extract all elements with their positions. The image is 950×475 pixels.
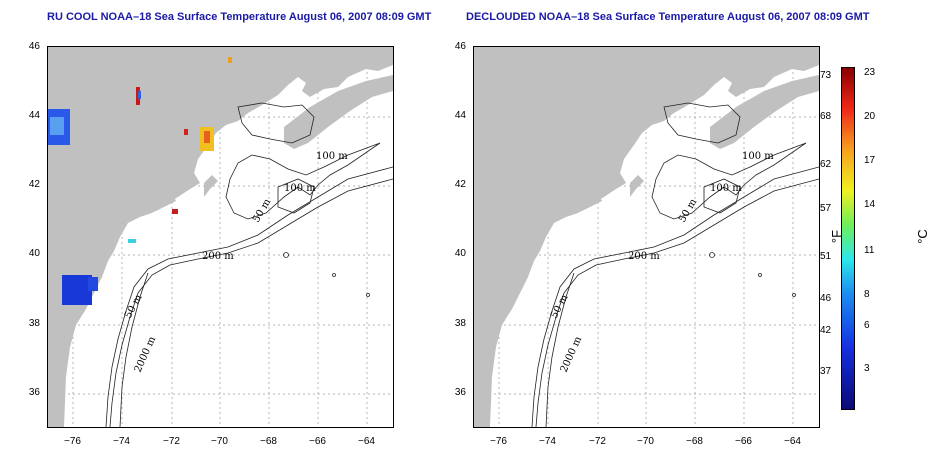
fahrenheit-tick: 73 xyxy=(820,70,832,81)
land-mass xyxy=(474,47,819,427)
y-tick-label: 42 xyxy=(28,179,40,190)
y-tick-label: 36 xyxy=(454,387,466,398)
sst-pixels xyxy=(48,57,232,305)
long-island xyxy=(550,197,602,219)
x-tick-label: −76 xyxy=(490,436,507,447)
bathymetry-contours xyxy=(531,102,819,427)
land-mass xyxy=(48,47,393,427)
celsius-tick: 8 xyxy=(864,289,870,300)
x-tick-label: −70 xyxy=(637,436,654,447)
y-tick-label: 46 xyxy=(454,41,466,52)
contour-label: 50 m xyxy=(251,197,273,225)
contour-label: 50 m xyxy=(677,197,699,225)
contour-label: 2000 m xyxy=(559,334,585,374)
celsius-tick: 11 xyxy=(864,245,875,256)
long-island xyxy=(124,197,176,219)
y-tick-label: 38 xyxy=(28,318,40,329)
contour-label: 100 m xyxy=(710,183,742,194)
left-panel-title: RU COOL NOAA–18 Sea Surface Temperature … xyxy=(47,11,432,23)
fahrenheit-tick: 57 xyxy=(820,203,832,214)
fahrenheit-tick: 51 xyxy=(820,251,832,262)
x-tick-label: −74 xyxy=(113,436,130,447)
temperature-colorbar xyxy=(841,67,855,410)
y-tick-label: 38 xyxy=(454,318,466,329)
celsius-tick: 23 xyxy=(864,67,876,78)
contour-label: 2000 m xyxy=(133,334,159,374)
y-tick-label: 40 xyxy=(454,248,466,259)
celsius-tick: 14 xyxy=(864,199,876,210)
contour-label: 50 m xyxy=(549,292,571,320)
y-tick-label: 36 xyxy=(28,387,40,398)
y-tick-label: 44 xyxy=(28,110,40,121)
x-tick-label: −64 xyxy=(358,436,375,447)
bathymetry-contours xyxy=(105,102,393,427)
contour-label: 100 m xyxy=(316,151,348,162)
contour-label: 100 m xyxy=(742,151,774,162)
left-map-svg: 100 m 100 m 50 m 200 m 50 m 2000 m xyxy=(48,47,393,427)
celsius-tick: 20 xyxy=(864,111,876,122)
fahrenheit-tick: 42 xyxy=(820,325,832,336)
x-tick-label: −74 xyxy=(539,436,556,447)
contour-label: 200 m xyxy=(628,251,660,262)
fahrenheit-tick: 46 xyxy=(820,293,832,304)
cape-cod xyxy=(630,175,644,197)
x-tick-label: −70 xyxy=(211,436,228,447)
fahrenheit-tick: 37 xyxy=(820,366,832,377)
celsius-unit-label: °C xyxy=(914,229,930,244)
celsius-tick: 3 xyxy=(864,363,870,374)
cape-cod xyxy=(204,175,218,197)
contour-label: 200 m xyxy=(202,251,234,262)
contour-label: 50 m xyxy=(123,292,145,320)
x-tick-label: −66 xyxy=(309,436,326,447)
x-tick-label: −68 xyxy=(686,436,703,447)
y-tick-label: 40 xyxy=(28,248,40,259)
contour-label: 100 m xyxy=(284,183,316,194)
fahrenheit-unit-label: °F xyxy=(829,229,845,244)
right-panel-title: DECLOUDED NOAA–18 Sea Surface Temperatur… xyxy=(466,11,870,23)
fahrenheit-tick: 62 xyxy=(820,159,832,170)
y-tick-label: 44 xyxy=(454,110,466,121)
fahrenheit-tick: 68 xyxy=(820,111,832,122)
y-tick-label: 46 xyxy=(28,41,40,52)
x-tick-label: −66 xyxy=(735,436,752,447)
right-map: 100 m 100 m 50 m 200 m 50 m 2000 m xyxy=(473,46,820,428)
y-tick-label: 42 xyxy=(454,179,466,190)
x-tick-label: −68 xyxy=(260,436,277,447)
celsius-tick: 17 xyxy=(864,155,876,166)
celsius-tick: 6 xyxy=(864,320,870,331)
x-tick-label: −76 xyxy=(64,436,81,447)
right-map-svg: 100 m 100 m 50 m 200 m 50 m 2000 m xyxy=(474,47,819,427)
x-tick-label: −72 xyxy=(163,436,180,447)
x-tick-label: −72 xyxy=(589,436,606,447)
x-tick-label: −64 xyxy=(784,436,801,447)
left-map: 100 m 100 m 50 m 200 m 50 m 2000 m xyxy=(47,46,394,428)
